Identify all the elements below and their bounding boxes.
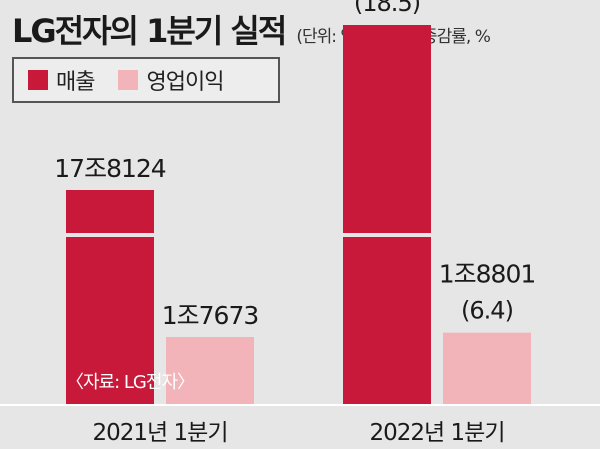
value-label-operating-profit-1: 1조7673 xyxy=(162,301,259,330)
chart-title: LG전자의 1분기 실적 xyxy=(12,12,287,50)
legend: 매출 영업이익 xyxy=(12,57,280,103)
legend-item-operating-profit: 영업이익 xyxy=(118,64,224,96)
legend-item-revenue: 매출 xyxy=(28,64,95,96)
bar-revenue-1 xyxy=(66,190,154,405)
category-label-2: 2022년 1분기 xyxy=(370,420,505,446)
change-label-revenue-2: (18.5) xyxy=(354,0,420,17)
axis-break-mark xyxy=(341,233,433,237)
change-label-operating-profit-2: (6.4) xyxy=(461,297,513,325)
value-label-operating-profit-2: 1조8801 xyxy=(439,260,536,289)
value-label-revenue-1: 17조8124 xyxy=(54,154,166,183)
bar-operating-profit-1 xyxy=(166,337,254,405)
source-note: 〈자료: LG전자〉 xyxy=(66,372,195,393)
legend-swatch-revenue xyxy=(28,70,48,90)
bar-revenue-2 xyxy=(343,25,431,405)
category-label-1: 2021년 1분기 xyxy=(93,420,228,446)
axis-break-mark xyxy=(64,233,156,237)
legend-label-revenue: 매출 xyxy=(56,70,95,95)
bar-operating-profit-2 xyxy=(443,332,531,405)
legend-label-operating-profit: 영업이익 xyxy=(146,70,224,95)
legend-swatch-operating-profit xyxy=(118,70,139,90)
